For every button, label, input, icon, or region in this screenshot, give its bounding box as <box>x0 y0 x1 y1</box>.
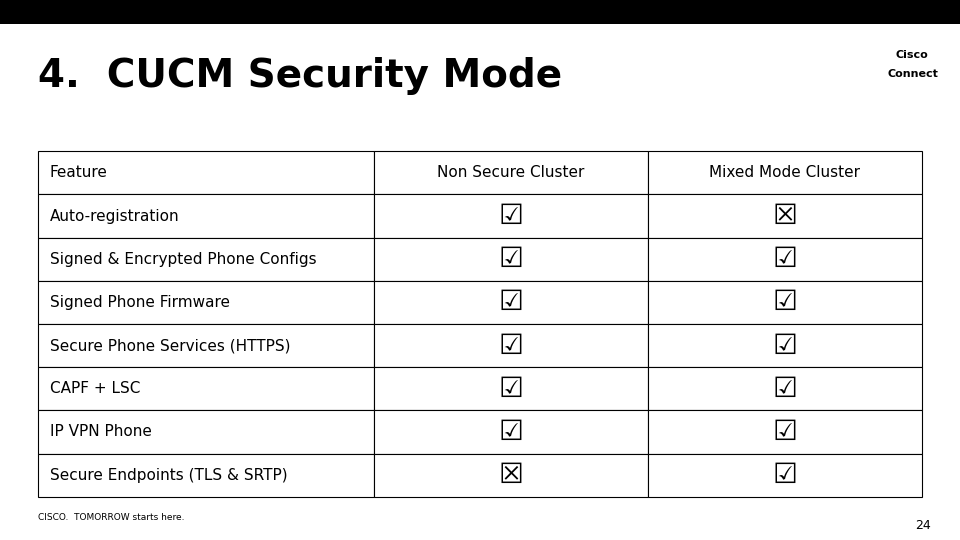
Text: ☑: ☑ <box>772 288 797 316</box>
Text: 4.  CUCM Security Mode: 4. CUCM Security Mode <box>38 57 563 94</box>
Text: Cisco: Cisco <box>896 50 928 60</box>
Text: ☑: ☑ <box>772 418 797 446</box>
Text: ☑: ☑ <box>498 202 523 230</box>
Bar <box>374 367 648 410</box>
Bar <box>374 454 648 497</box>
Text: Connect: Connect <box>887 69 938 79</box>
Text: ☑: ☑ <box>772 332 797 360</box>
Bar <box>374 194 648 238</box>
Text: Mixed Mode Cluster: Mixed Mode Cluster <box>709 165 860 180</box>
Bar <box>38 454 374 497</box>
Bar <box>374 324 648 367</box>
Bar <box>648 324 922 367</box>
Bar <box>374 410 648 454</box>
Bar <box>38 367 374 410</box>
Text: 24: 24 <box>916 519 931 532</box>
Bar <box>648 410 922 454</box>
Text: ☑: ☑ <box>498 288 523 316</box>
Bar <box>374 238 648 281</box>
Bar <box>374 281 648 324</box>
Text: ☑: ☑ <box>772 245 797 273</box>
Text: ☑: ☑ <box>498 375 523 403</box>
Bar <box>648 194 922 238</box>
Text: ☑: ☑ <box>498 418 523 446</box>
Bar <box>648 367 922 410</box>
Text: Non Secure Cluster: Non Secure Cluster <box>437 165 585 180</box>
Text: Signed Phone Firmware: Signed Phone Firmware <box>50 295 230 310</box>
Bar <box>38 281 374 324</box>
Bar <box>374 151 648 194</box>
Text: IP VPN Phone: IP VPN Phone <box>50 424 152 440</box>
Bar <box>648 151 922 194</box>
Bar <box>38 238 374 281</box>
Text: CAPF + LSC: CAPF + LSC <box>50 381 140 396</box>
Text: ☑: ☑ <box>498 332 523 360</box>
Text: ☑: ☑ <box>772 375 797 403</box>
Text: CISCO.  TOMORROW starts here.: CISCO. TOMORROW starts here. <box>38 513 185 522</box>
Bar <box>648 238 922 281</box>
Text: Secure Endpoints (TLS & SRTP): Secure Endpoints (TLS & SRTP) <box>50 468 288 483</box>
Text: Signed & Encrypted Phone Configs: Signed & Encrypted Phone Configs <box>50 252 317 267</box>
Bar <box>648 454 922 497</box>
Text: ☒: ☒ <box>772 202 797 230</box>
Text: Feature: Feature <box>50 165 108 180</box>
Bar <box>648 281 922 324</box>
Text: ☑: ☑ <box>772 461 797 489</box>
Bar <box>38 194 374 238</box>
Bar <box>38 324 374 367</box>
Text: Auto-registration: Auto-registration <box>50 208 180 224</box>
Text: Secure Phone Services (HTTPS): Secure Phone Services (HTTPS) <box>50 338 291 353</box>
Bar <box>38 410 374 454</box>
Bar <box>0 0 960 24</box>
Text: ☑: ☑ <box>498 245 523 273</box>
Bar <box>38 151 374 194</box>
Text: ☒: ☒ <box>498 461 523 489</box>
